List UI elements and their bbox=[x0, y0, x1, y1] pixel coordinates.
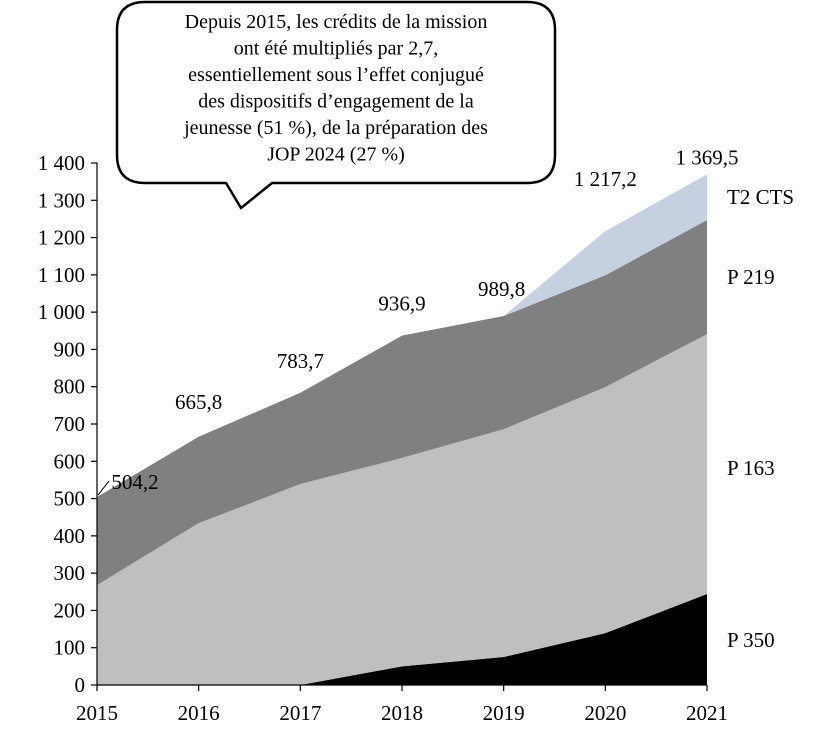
total-label: 504,2 bbox=[111, 470, 158, 494]
callout-bubble: Depuis 2015, les crédits de la mission on… bbox=[115, 0, 557, 210]
total-label: 989,8 bbox=[478, 277, 525, 301]
svg-text:Depuis 2015, les crédits de la: Depuis 2015, les crédits de la mission on… bbox=[183, 11, 488, 166]
x-tick-label: 2015 bbox=[76, 701, 118, 725]
area-p-219 bbox=[97, 220, 707, 586]
callout-line: ont été multipliés par 2,7, bbox=[234, 38, 438, 60]
y-tick-label: 1 300 bbox=[38, 188, 85, 212]
y-tick-label: 1 200 bbox=[38, 226, 85, 250]
y-tick-label: 0 bbox=[75, 673, 86, 697]
series-label: P 163 bbox=[727, 456, 775, 480]
y-tick-label: 200 bbox=[54, 598, 86, 622]
series-label: P 350 bbox=[727, 628, 775, 652]
callout-line: essentiellement sous l’effet conjugué bbox=[188, 64, 484, 86]
y-tick-label: 1 100 bbox=[38, 263, 85, 287]
total-label: 665,8 bbox=[175, 390, 222, 414]
x-tick-label: 2020 bbox=[584, 701, 626, 725]
y-tick-label: 100 bbox=[54, 636, 86, 660]
x-tick-label: 2016 bbox=[178, 701, 220, 725]
y-tick-label: 700 bbox=[54, 412, 86, 436]
x-tick-label: 2021 bbox=[686, 701, 728, 725]
callout-line: des dispositifs d’engagement de la bbox=[198, 91, 474, 113]
area-p-163 bbox=[97, 334, 707, 685]
x-tick-label: 2017 bbox=[279, 701, 321, 725]
callout-line: JOP 2024 (27 %) bbox=[267, 144, 405, 166]
y-tick-label: 900 bbox=[54, 337, 86, 361]
total-label: 1 369,5 bbox=[676, 145, 739, 169]
y-tick-label: 1 000 bbox=[38, 300, 85, 324]
leader-line bbox=[97, 480, 110, 496]
x-tick-label: 2019 bbox=[483, 701, 525, 725]
y-tick-label: 300 bbox=[54, 561, 86, 585]
callout-line: Depuis 2015, les crédits de la mission bbox=[185, 11, 488, 33]
y-tick-label: 500 bbox=[54, 487, 86, 511]
callout-line: jeunesse (51 %), de la préparation des bbox=[183, 117, 488, 139]
y-tick-label: 1 400 bbox=[38, 151, 85, 175]
y-tick-label: 400 bbox=[54, 524, 86, 548]
y-tick-label: 600 bbox=[54, 449, 86, 473]
series-label: T2 CTS bbox=[727, 185, 794, 209]
total-label: 1 217,2 bbox=[574, 167, 637, 191]
total-label: 783,7 bbox=[277, 349, 324, 373]
area-p-350 bbox=[97, 594, 707, 685]
total-label: 936,9 bbox=[378, 292, 425, 316]
callout-shape bbox=[115, 0, 557, 210]
x-tick-label: 2018 bbox=[381, 701, 423, 725]
y-tick-label: 800 bbox=[54, 375, 86, 399]
series-label: P 219 bbox=[727, 265, 775, 289]
